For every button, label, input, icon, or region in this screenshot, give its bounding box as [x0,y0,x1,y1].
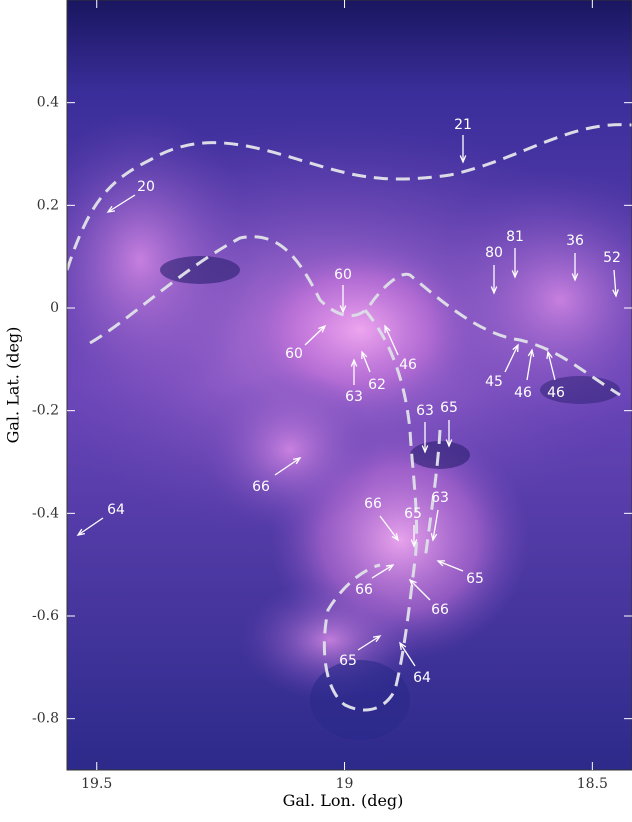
arrow-head [445,439,453,448]
arrow-shaft [547,351,556,381]
arrow-head [430,533,438,542]
arrow-shaft [384,325,399,356]
arrow-head [339,305,347,314]
y-tick-label: 0 [50,300,59,316]
arrow-head [384,324,391,334]
arrow-shaft [409,579,431,601]
y-axis-label: Gal. Lat. (deg) [4,327,23,444]
arrow-head [421,445,429,454]
arrow-head [318,324,327,333]
arrow-shaft [304,325,326,346]
arrow-shaft [526,349,533,381]
arrow-head [546,350,553,360]
arrow-shaft [371,564,394,579]
y-tick-label: -0.2 [32,403,59,419]
y-tick-label: -0.8 [32,711,59,727]
arrow-head [361,350,368,360]
y-tick-label: 0.4 [37,95,59,111]
annotation: 60 [334,267,352,283]
annotation: 65 [404,506,422,522]
annotation: 46 [514,385,532,401]
arrow-head [350,358,358,367]
annotation: 46 [547,385,565,401]
annotation: 66 [252,479,270,495]
arrow-head [399,641,407,651]
arrow-shaft [399,642,416,667]
arrow-head [490,286,498,295]
x-axis-label: Gal. Lon. (deg) [283,791,404,810]
arrow-head [408,578,417,587]
annotation: 20 [137,179,155,195]
x-tick-label: 19 [336,776,354,792]
arrow-shaft [107,194,136,213]
arrow-head [527,348,535,357]
y-tick-label: -0.6 [32,608,59,624]
annotation: 65 [466,571,484,587]
arrow-shaft [361,351,371,373]
arrow-shaft [77,517,104,536]
arrow-head [571,273,579,282]
arrow-head [391,533,400,542]
arrow-shaft [274,457,301,476]
arrow-head [436,560,446,567]
arrow-head [76,528,85,536]
annotation: 52 [603,250,621,266]
annotation: 62 [368,377,386,393]
annotation: 63 [345,389,363,405]
x-tick-label: 18.5 [577,776,608,792]
annotation: 65 [440,400,458,416]
annotation: 60 [285,346,303,362]
arrow-head [512,343,519,353]
arrow-shaft [432,509,439,541]
annotation: 65 [339,653,357,669]
arrow-shaft [613,269,617,297]
annotation: 46 [399,357,417,373]
y-tick-label: 0.2 [37,197,59,213]
arrow-head [511,270,519,279]
arrow-shaft [379,515,399,541]
annotation: 66 [355,582,373,598]
y-tick-label: -0.4 [32,505,59,521]
annotation: 64 [107,502,125,518]
arrow-head [385,564,395,572]
arrow-head [612,289,619,298]
arrow-head [293,457,302,465]
arrow-shaft [504,344,519,373]
arrow-head [372,635,382,643]
arrow-head [106,205,116,213]
annotation: 64 [413,670,431,686]
annotation: 66 [364,496,382,512]
annotation: 66 [431,602,449,618]
annotation: 63 [416,403,434,419]
plot-frame [66,0,632,771]
arrow-head [459,155,467,164]
arrow-head [410,539,418,548]
arrow-shaft [357,635,381,651]
arrow-shaft [437,560,464,572]
annotation: 81 [506,229,524,245]
annotation: 21 [454,117,472,133]
x-tick-label: 19.5 [81,776,112,792]
annotation: 80 [485,245,503,261]
sky-image [67,0,632,770]
annotation: 36 [566,233,584,249]
annotation: 63 [431,490,449,506]
annotation: 45 [485,374,503,390]
